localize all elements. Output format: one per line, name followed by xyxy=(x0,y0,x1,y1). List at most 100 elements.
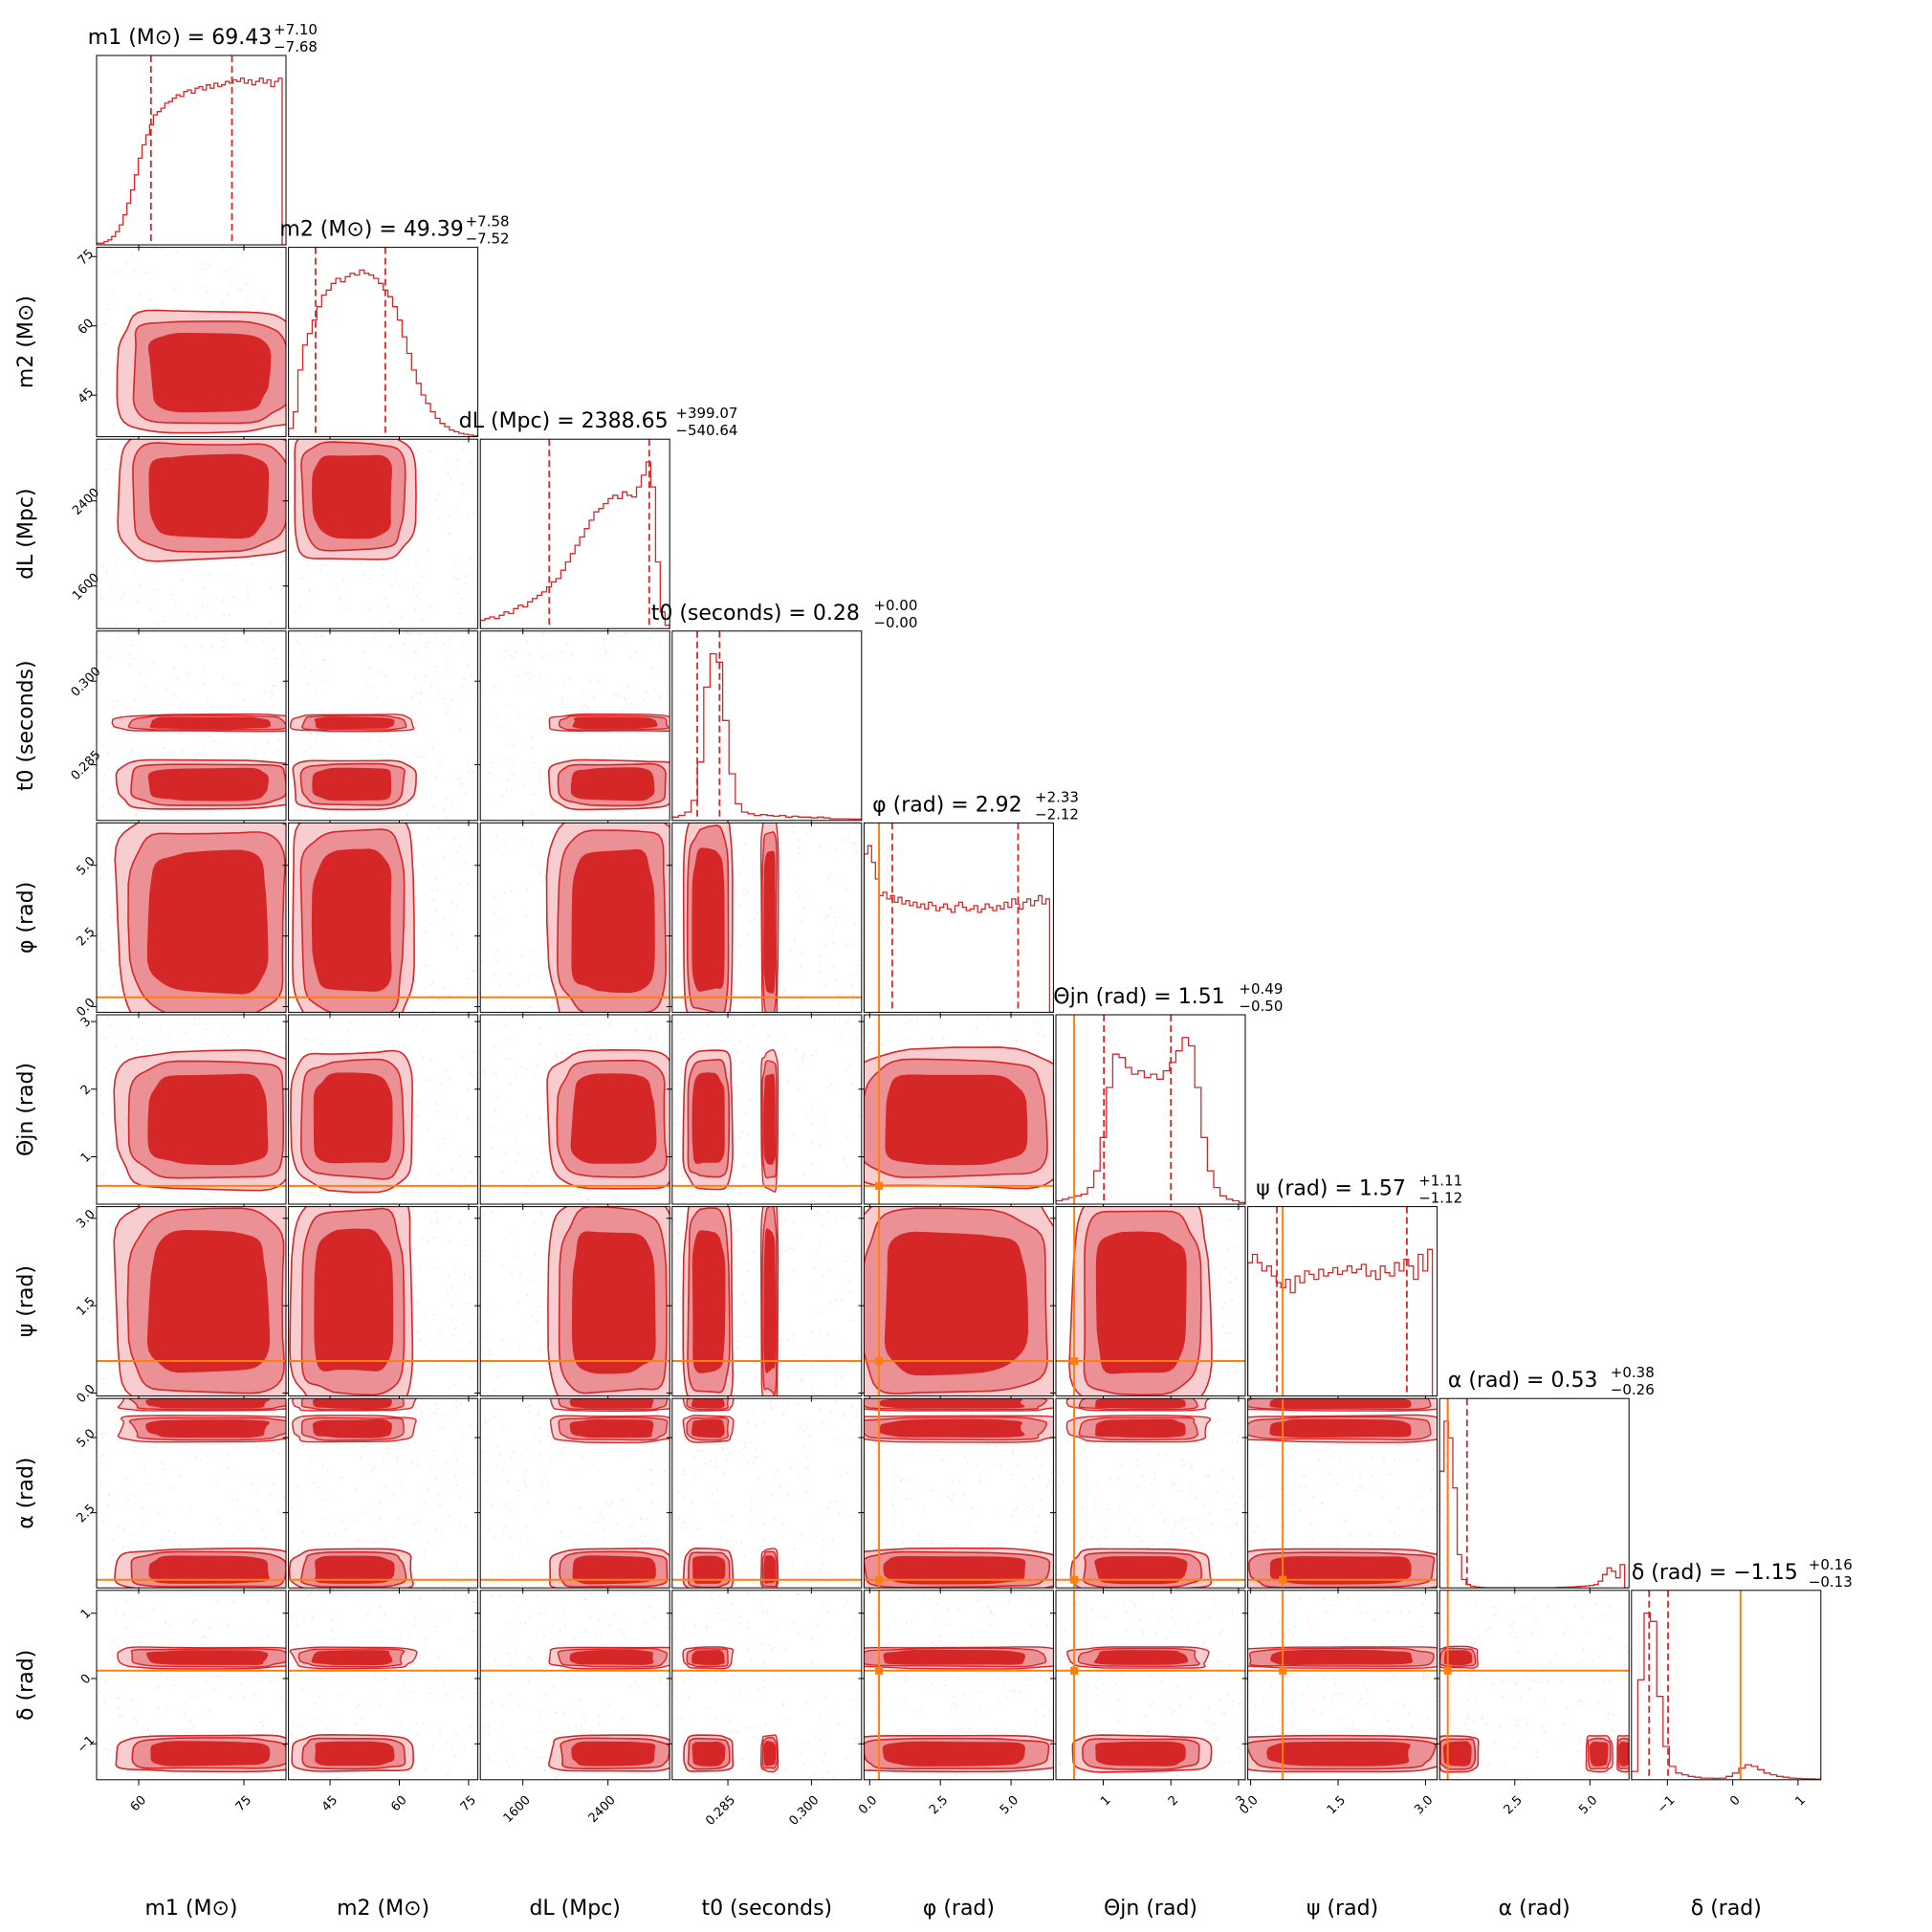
panel-m2-vs-m2 xyxy=(288,247,479,443)
panel-theta-vs-phi xyxy=(858,1014,1054,1210)
histogram-dL xyxy=(480,461,670,629)
contour-island-2 xyxy=(1094,1418,1186,1438)
panel-alpha-vs-phi xyxy=(858,1397,1054,1594)
panel-alpha-vs-dL xyxy=(474,1397,670,1594)
axes-frame xyxy=(863,822,1054,1013)
panel-m1-vs-m1 xyxy=(96,55,287,251)
title-sub-alpha: −0.26 xyxy=(1611,1381,1655,1398)
panel-psi-vs-m2 xyxy=(282,1206,479,1402)
y-tick-label-delta: 1 xyxy=(78,1607,94,1622)
x-tick-label-delta: −1 xyxy=(1655,1793,1678,1816)
axes-frame xyxy=(1055,1397,1246,1589)
axes-frame xyxy=(96,247,287,438)
contour-island-2 xyxy=(879,1418,1025,1438)
truth-marker xyxy=(875,1181,884,1190)
title-sub-delta: −0.13 xyxy=(1809,1573,1853,1591)
panel-psi-vs-psi xyxy=(1247,1206,1438,1402)
contour-2 xyxy=(147,1073,269,1166)
contour-island-2 xyxy=(145,1650,269,1665)
y-tick-label-alpha: 5.0 xyxy=(74,1427,98,1451)
truth-marker xyxy=(1279,1575,1287,1584)
contour-2 xyxy=(1095,1741,1186,1767)
title-phi: φ (rad) = 2.92 xyxy=(872,793,1022,817)
x-tick-label-m2: 60 xyxy=(388,1793,409,1814)
panel-psi-vs-phi xyxy=(858,1206,1054,1402)
histogram-psi xyxy=(1247,1248,1438,1396)
axes-frame xyxy=(479,822,670,1013)
axes-frame xyxy=(288,247,479,438)
axes-frame xyxy=(96,822,287,1013)
x-label-alpha: α (rad) xyxy=(1499,1897,1570,1921)
title-sup-theta: +0.49 xyxy=(1239,980,1283,998)
axes-frame xyxy=(1247,1397,1438,1589)
title-sub-psi: −1.12 xyxy=(1418,1190,1462,1207)
y-tick-label-psi: 0.0 xyxy=(74,1382,98,1406)
axes-frame xyxy=(96,1397,287,1589)
axes-frame xyxy=(96,1206,287,1397)
axes-frame xyxy=(479,1590,670,1781)
title-sup-dL: +399.07 xyxy=(675,405,737,422)
y-label-theta: Θjn (rad) xyxy=(14,1063,38,1156)
title-sub-theta: −0.50 xyxy=(1239,998,1283,1015)
axes-frame xyxy=(1247,1590,1438,1781)
panel-t0-vs-t0 xyxy=(671,630,863,826)
title-sub-dL: −540.64 xyxy=(675,422,737,439)
panel-delta-vs-t0: 0.285 0.300 xyxy=(666,1590,863,1829)
panel-delta-vs-alpha: 2.5 5.0 xyxy=(1434,1590,1630,1817)
title-sub-m1: −7.68 xyxy=(274,38,318,55)
contour-2 xyxy=(571,848,655,994)
y-label-delta: δ (rad) xyxy=(14,1650,38,1721)
panel-alpha-vs-m2 xyxy=(282,1397,479,1594)
panel-m2-vs-m1: 45 60 75 xyxy=(76,247,287,443)
contour-2 xyxy=(572,1555,656,1585)
x-tick-label-m2: 75 xyxy=(458,1793,479,1814)
truth-marker xyxy=(1279,1666,1287,1675)
axes-frame xyxy=(479,438,670,629)
contour-2 xyxy=(692,1072,725,1165)
x-label-phi: φ (rad) xyxy=(923,1897,995,1921)
title-m1: m1 (M⊙) = 69.43 xyxy=(88,26,272,50)
panel-alpha-vs-theta xyxy=(1050,1397,1246,1594)
contour-2 xyxy=(885,1074,1028,1166)
panel-alpha-vs-m1: 2.5 5.0 xyxy=(74,1397,287,1594)
title-delta: δ (rad) = −1.15 xyxy=(1632,1561,1798,1585)
y-tick-label-m2: 45 xyxy=(76,385,97,406)
x-tick-label-psi: 3.0 xyxy=(1412,1793,1436,1817)
axes-frame xyxy=(1055,1014,1246,1205)
contour-island-2 xyxy=(1269,1418,1412,1438)
contour-island-2 xyxy=(763,1555,777,1584)
panel-delta-vs-delta: −1 0 1 xyxy=(1631,1590,1822,1816)
contour-2 xyxy=(1442,1741,1472,1767)
contour-2 xyxy=(148,1555,270,1584)
contour-2 xyxy=(312,767,392,801)
axes-frame xyxy=(671,1397,863,1589)
histogram-alpha xyxy=(1439,1420,1630,1589)
x-label-m1: m1 (M⊙) xyxy=(144,1897,237,1921)
contour-island-2 xyxy=(1094,1398,1186,1409)
y-label-t0: t0 (seconds) xyxy=(14,660,38,791)
contour-island-2 xyxy=(1443,1650,1473,1665)
contour-island-2 xyxy=(145,1419,271,1438)
x-tick-label-theta: 2 xyxy=(1166,1793,1181,1809)
axes-frame xyxy=(288,438,479,629)
y-tick-label-theta: 1 xyxy=(78,1150,94,1165)
axes-frame xyxy=(479,630,670,822)
title-sup-m1: +7.10 xyxy=(274,21,318,38)
x-tick-label-m1: 75 xyxy=(233,1793,254,1814)
contour-2 xyxy=(571,1741,656,1767)
y-tick-label-phi: 0.0 xyxy=(74,996,98,1020)
contour-island-2 xyxy=(763,1073,777,1165)
y-tick-label-t0: 0.285 xyxy=(69,748,104,783)
contour-2 xyxy=(311,848,392,992)
contour-island-2 xyxy=(883,1649,1025,1665)
title-sub-phi: −2.12 xyxy=(1035,805,1079,823)
panel-alpha-vs-alpha xyxy=(1438,1397,1630,1594)
panel-alpha-vs-psi xyxy=(1241,1397,1438,1594)
y-tick-label-m2: 60 xyxy=(76,317,97,338)
y-label-alpha: α (rad) xyxy=(14,1458,38,1529)
title-alpha: α (rad) = 0.53 xyxy=(1448,1369,1598,1393)
contour-2 xyxy=(883,1555,1026,1585)
contour-2 xyxy=(692,1555,726,1584)
contour-2 xyxy=(692,847,725,992)
y-tick-label-t0: 0.300 xyxy=(69,665,104,700)
